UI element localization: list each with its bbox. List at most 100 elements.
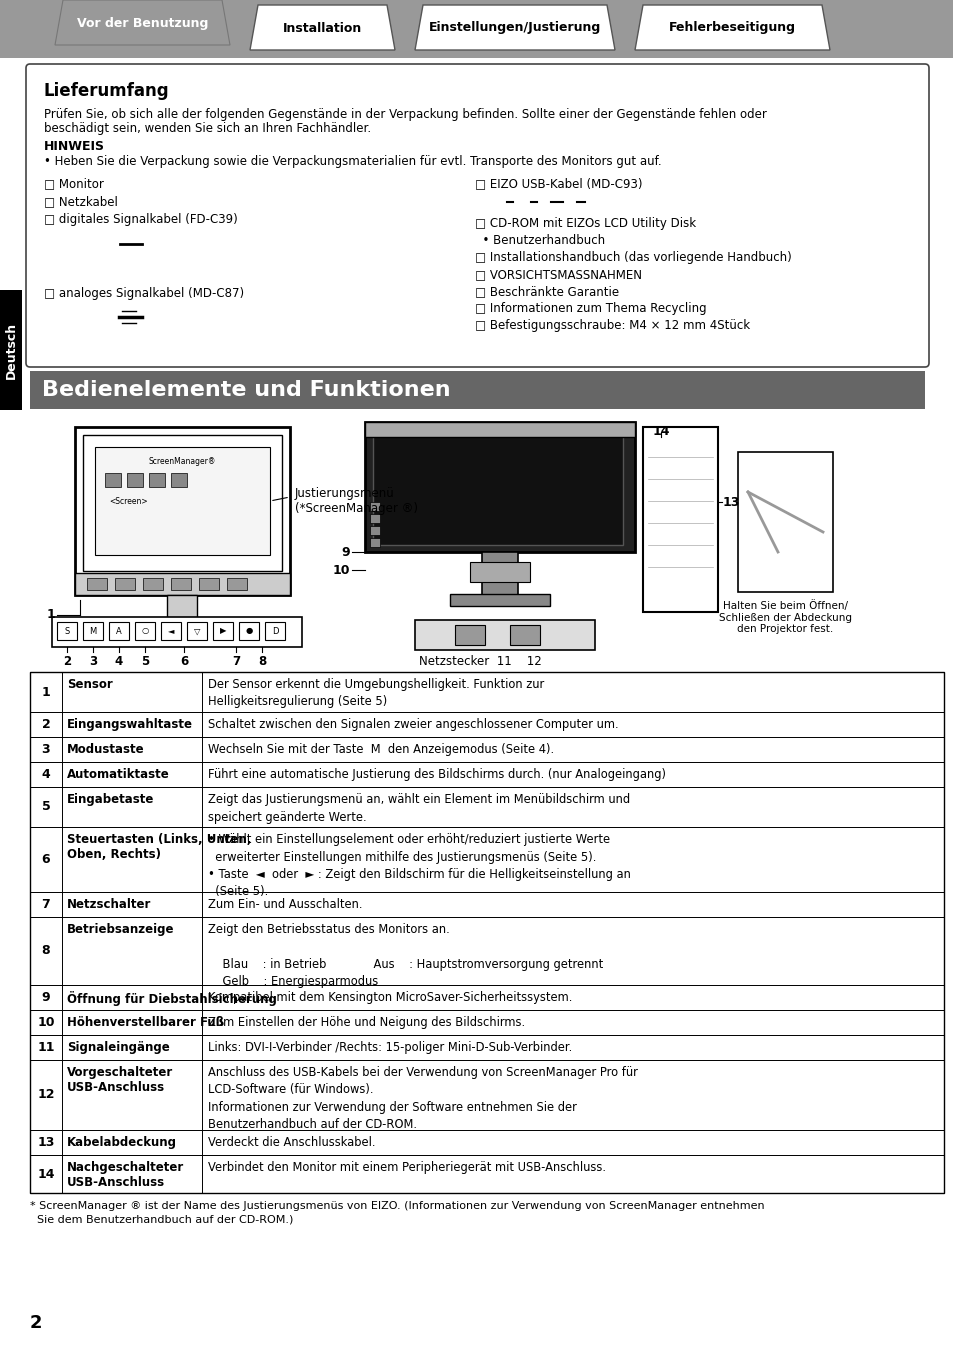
Bar [488, 196, 503, 208]
Bar [370, 539, 379, 547]
Text: 2: 2 [30, 1314, 43, 1332]
Bar [167, 250, 173, 255]
Bar [30, 1010, 943, 1035]
Bar [83, 435, 282, 571]
Text: Deutsch: Deutsch [5, 321, 17, 378]
Bar [30, 917, 943, 986]
Text: Vor der Benutzung: Vor der Benutzung [77, 16, 208, 30]
Text: 8: 8 [257, 655, 266, 668]
Bar [157, 236, 164, 242]
Bar [562, 197, 577, 207]
Bar [455, 625, 484, 645]
Text: S: S [64, 626, 70, 636]
Text: Zeigt das Justierungsmenü an, wählt ein Element im Menübildschirm und
speichert : Zeigt das Justierungsmenü an, wählt ein … [208, 792, 630, 824]
Text: Zeigt den Betriebsstatus des Monitors an.

    Blau    : in Betrieb             : Zeigt den Betriebsstatus des Monitors an… [208, 923, 602, 988]
Bar [83, 622, 103, 640]
Text: Zum Ein- und Ausschalten.: Zum Ein- und Ausschalten. [208, 898, 362, 911]
Text: □ digitales Signalkabel (FD-C39): □ digitales Signalkabel (FD-C39) [44, 213, 237, 225]
Text: ▽: ▽ [193, 626, 200, 636]
Bar [106, 319, 112, 325]
Bar [227, 578, 247, 590]
Text: ▶: ▶ [219, 626, 226, 636]
Text: 4: 4 [42, 768, 51, 782]
Text: <Screen>: <Screen> [109, 497, 148, 506]
Text: • Wählt ein Einstellungselement oder erhöht/reduziert justierte Werte
  erweiter: • Wählt ein Einstellungselement oder erh… [208, 833, 630, 899]
Bar [142, 620, 222, 628]
Bar [79, 236, 86, 242]
Bar [415, 620, 595, 649]
Text: □ CD-ROM mit EIZOs LCD Utility Disk: □ CD-ROM mit EIZOs LCD Utility Disk [475, 217, 696, 230]
Bar [30, 672, 943, 1193]
Text: Justierungsmenü
(*ScreenManager ®): Justierungsmenü (*ScreenManager ®) [294, 487, 417, 514]
FancyBboxPatch shape [26, 63, 928, 367]
Text: Netzstecker  11    12: Netzstecker 11 12 [418, 655, 540, 668]
Bar [165, 319, 172, 325]
Text: Eingabetaste: Eingabetaste [67, 792, 154, 806]
Bar [156, 309, 163, 316]
Bar [75, 427, 290, 595]
Bar [99, 250, 106, 255]
Bar [199, 578, 219, 590]
Text: Lieferumfang: Lieferumfang [44, 82, 170, 100]
Text: □ Befestigungsschraube: M4 × 12 mm 4Stück: □ Befestigungsschraube: M4 × 12 mm 4Stüc… [475, 319, 749, 332]
Text: □ Netzkabel: □ Netzkabel [44, 194, 118, 208]
Text: Sensor: Sensor [67, 678, 112, 691]
Text: □ Installationshandbuch (das vorliegende Handbuch): □ Installationshandbuch (das vorliegende… [475, 251, 791, 265]
Bar [99, 236, 106, 242]
Bar [30, 761, 943, 787]
Text: ●: ● [245, 626, 253, 636]
Text: Nachgeschalteter
USB-Anschluss: Nachgeschalteter USB-Anschluss [67, 1161, 184, 1189]
Bar [30, 737, 943, 761]
Bar [30, 828, 943, 892]
Text: beschädigt sein, wenden Sie sich an Ihren Fachhändler.: beschädigt sein, wenden Sie sich an Ihre… [44, 122, 371, 135]
Bar [88, 309, 95, 316]
Bar [373, 431, 622, 545]
Bar [157, 243, 164, 248]
Bar [30, 711, 943, 737]
Bar [52, 617, 302, 647]
Text: Installation: Installation [283, 22, 362, 35]
Text: Betriebsanzeige: Betriebsanzeige [67, 923, 174, 936]
Bar [587, 196, 603, 208]
Bar [147, 236, 153, 242]
Text: Einstellungen/Justierung: Einstellungen/Justierung [429, 22, 600, 35]
Bar [79, 243, 86, 248]
Bar [30, 672, 943, 711]
Text: Verbindet den Monitor mit einem Peripheriegerät mit USB-Anschluss.: Verbindet den Monitor mit einem Peripher… [208, 1161, 605, 1174]
Bar [180, 236, 188, 252]
Bar [450, 594, 550, 606]
Text: M: M [90, 626, 96, 636]
Bar [74, 302, 119, 331]
Bar [127, 472, 143, 487]
Bar [239, 622, 258, 640]
Bar [171, 472, 187, 487]
Bar [0, 290, 22, 410]
Text: 13: 13 [722, 495, 740, 509]
Text: Höhenverstellbarer Fuß: Höhenverstellbarer Fuß [67, 1017, 224, 1029]
Bar [30, 371, 924, 409]
Text: Eingangswahltaste: Eingangswahltaste [67, 718, 193, 730]
Text: □ Monitor: □ Monitor [44, 177, 104, 190]
Text: Netzschalter: Netzschalter [67, 898, 152, 911]
Bar [30, 1156, 943, 1193]
Text: Automatiktaste: Automatiktaste [67, 768, 170, 782]
Bar [484, 193, 506, 211]
Text: Bedienelemente und Funktionen: Bedienelemente und Funktionen [42, 379, 450, 400]
Bar [537, 197, 551, 207]
Bar [97, 309, 104, 316]
Text: 6: 6 [42, 853, 51, 865]
Bar [167, 595, 196, 620]
Bar [79, 309, 86, 316]
Bar [265, 622, 285, 640]
Text: Schaltet zwischen den Signalen zweier angeschlossener Computer um.: Schaltet zwischen den Signalen zweier an… [208, 718, 618, 730]
Bar [156, 319, 163, 325]
Text: 2: 2 [42, 718, 51, 730]
Bar [133, 236, 142, 252]
Bar [513, 197, 531, 207]
Text: 9: 9 [42, 991, 51, 1004]
Bar [79, 319, 86, 325]
Bar [30, 892, 943, 917]
Text: 7: 7 [42, 898, 51, 911]
Text: 12: 12 [37, 1088, 54, 1102]
Bar [105, 472, 121, 487]
